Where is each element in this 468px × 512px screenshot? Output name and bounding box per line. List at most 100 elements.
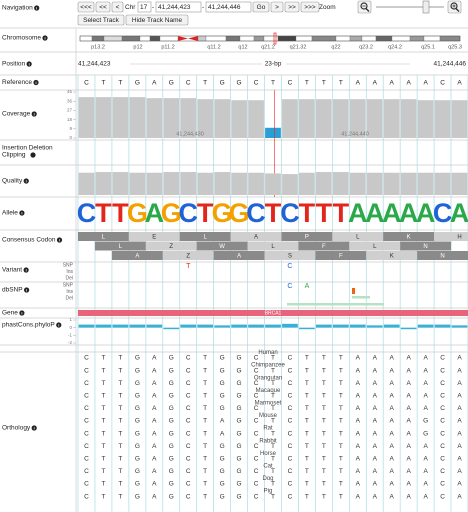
bar	[265, 324, 281, 328]
bar	[197, 99, 214, 138]
button[interactable]	[77, 1, 95, 13]
bar	[451, 325, 468, 328]
bar	[315, 324, 332, 328]
sub-row-label: Ins	[66, 269, 73, 275]
info-icon-glyph: i	[21, 310, 22, 315]
input-value[interactable]: 41,244,446	[208, 4, 241, 11]
bar	[146, 98, 163, 138]
bar	[417, 100, 434, 138]
bar	[400, 327, 417, 330]
sub-row-label: Del	[65, 295, 73, 301]
position-span: 23-bp	[265, 61, 282, 68]
band-label: q21.2	[261, 44, 275, 50]
button[interactable]	[284, 1, 300, 13]
button-label[interactable]: Go	[257, 4, 266, 11]
band-label: q25.1	[421, 44, 435, 50]
bar	[400, 99, 417, 138]
bar	[248, 172, 264, 195]
zoom-icon	[365, 8, 370, 12]
codon-block	[247, 241, 299, 251]
species-name: Horse	[260, 451, 277, 457]
variant-base: T	[186, 263, 191, 270]
codon-block	[400, 241, 452, 251]
amino-acid: E	[152, 234, 156, 240]
bar	[129, 97, 146, 138]
bar	[332, 99, 349, 138]
codon-block	[332, 232, 384, 241]
amino-acid: K	[390, 253, 394, 259]
species-name: Dog	[262, 476, 273, 482]
track-label: Coverage	[2, 111, 31, 118]
ideogram-band	[361, 35, 377, 42]
allele-base: G	[229, 198, 250, 228]
ideogram-band	[239, 35, 255, 42]
info-icon-glyph: i	[21, 210, 22, 215]
allele-base: T	[265, 198, 282, 228]
info-icon	[33, 79, 39, 86]
button[interactable]	[252, 1, 270, 13]
ideogram-band	[159, 35, 179, 42]
button[interactable]	[77, 14, 125, 26]
info-icon-glyph: i	[26, 287, 27, 292]
zoom-icon	[360, 2, 368, 10]
input[interactable]	[205, 1, 252, 13]
bar	[78, 97, 95, 138]
amino-acid: L	[102, 234, 106, 240]
button[interactable]	[270, 1, 284, 13]
y-tick-label: 18	[67, 117, 73, 122]
track-label: Clipping	[2, 152, 26, 159]
input-value[interactable]: 41,244,423	[158, 4, 191, 11]
amino-acid: L	[373, 244, 377, 250]
button-label[interactable]: <<	[99, 4, 107, 11]
bar	[349, 324, 366, 328]
allele-base: T	[299, 198, 316, 228]
amino-acid: Z	[186, 253, 190, 259]
input[interactable]	[155, 1, 202, 13]
allele-base: T	[112, 198, 129, 228]
amino-acid: L	[356, 234, 360, 240]
allele-base: C	[433, 198, 453, 228]
button[interactable]	[125, 14, 189, 26]
column-lines	[77, 75, 468, 512]
codon-block	[128, 232, 180, 241]
bar	[231, 324, 247, 328]
ideogram-band	[349, 35, 363, 42]
allele-base: G	[161, 198, 182, 228]
button[interactable]	[111, 1, 124, 13]
ideogram-band	[375, 35, 393, 42]
input-value[interactable]: 17	[140, 4, 148, 11]
bar	[197, 172, 214, 195]
button-label[interactable]: <	[116, 4, 120, 11]
button-label[interactable]: >>>	[304, 4, 316, 11]
ortholog-sequence: CTTGAGCTAGCTCTTTAAAAGCA	[84, 418, 462, 425]
button[interactable]	[95, 1, 111, 13]
button[interactable]	[300, 1, 320, 13]
bar	[146, 172, 163, 195]
codon-block	[417, 251, 468, 260]
bar	[434, 100, 451, 138]
bar	[180, 172, 197, 195]
bar	[383, 324, 400, 328]
info-icon	[23, 267, 29, 273]
codon-block	[179, 232, 231, 241]
info-icon-glyph: i	[35, 80, 36, 85]
amino-acid: L	[119, 244, 123, 250]
button-label[interactable]: >>	[288, 4, 296, 11]
zoom-slider-handle[interactable]	[422, 0, 430, 14]
button-label[interactable]: >	[275, 4, 279, 11]
button-label[interactable]: <<<	[80, 4, 92, 11]
ortholog-sequence: CTTGAGCTGGCTCTTTAAAAACA	[84, 481, 462, 488]
sub-row-label: SNP	[63, 262, 74, 268]
allele-base: T	[95, 198, 112, 228]
species-name: Cat	[263, 463, 273, 469]
ideogram-band	[335, 35, 351, 42]
band-label: q24.2	[388, 44, 402, 50]
button-label[interactable]: Hide Track Name	[132, 17, 183, 24]
info-icon	[23, 178, 29, 184]
track-label: dbSNP	[2, 287, 23, 294]
species-name: Chimpanzee	[251, 363, 285, 369]
allele-base: A	[450, 198, 468, 228]
button-label[interactable]: Select Track	[83, 17, 120, 24]
input[interactable]	[137, 1, 152, 13]
zoom-icon	[450, 2, 458, 10]
